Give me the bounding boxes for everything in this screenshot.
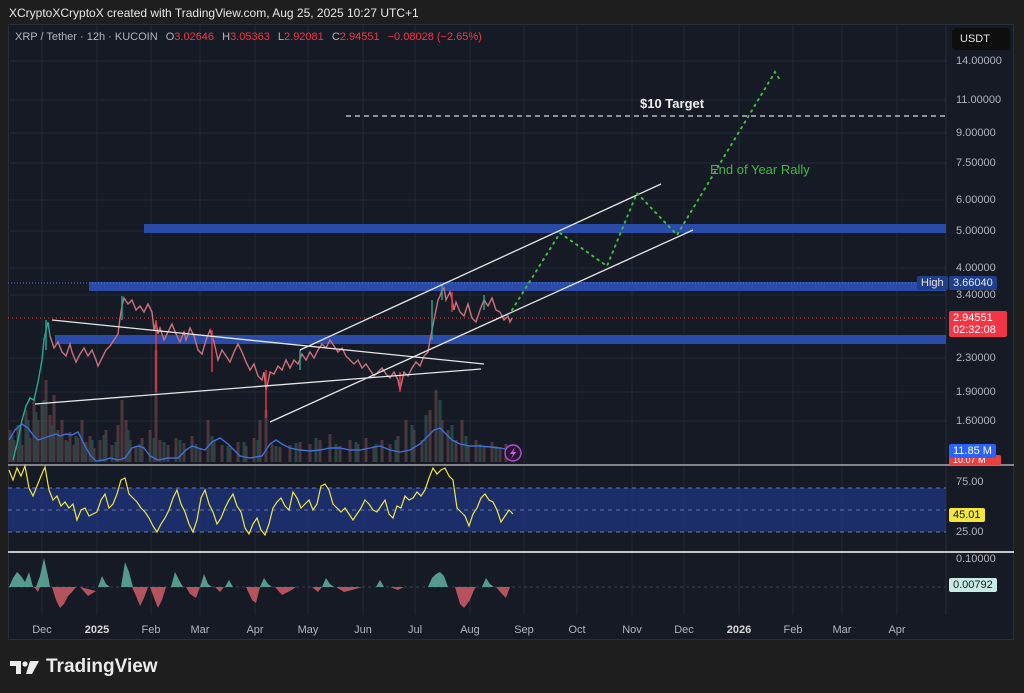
close-value: 2.94551: [339, 31, 380, 43]
time-axis-label: 2025: [84, 624, 110, 636]
volume-value-tag: 11.85 M: [949, 444, 996, 458]
time-axis-label: Sep: [514, 624, 534, 636]
projection-path: [511, 70, 781, 311]
symbol-label: XRP / Tether · 12h · KUCOIN: [15, 31, 158, 43]
high-label-tag: High: [917, 276, 948, 290]
price-tick: 4.00000: [956, 262, 996, 274]
macd-value-tag: 0.00792: [949, 578, 997, 592]
support-zone: [55, 335, 946, 344]
price-tick: 3.40000: [956, 289, 996, 301]
time-axis-label: Jun: [354, 624, 372, 636]
price-candles: [12, 285, 513, 461]
price-tick: 7.50000: [956, 157, 996, 169]
open-value: 3.02646: [174, 31, 215, 43]
time-axis-label: Feb: [783, 624, 803, 636]
price-tick: 1.90000: [956, 386, 996, 398]
rsi-value-tag: 45.01: [949, 508, 985, 522]
lightning-icon[interactable]: [504, 444, 522, 462]
macd-tick: 0.10000: [956, 553, 996, 565]
volume-ma-tag: 10.07 M: [949, 455, 1001, 465]
macd-histogram: [9, 558, 510, 608]
price-tick: 1.60000: [956, 415, 996, 427]
target-annotation: $10 Target: [640, 96, 705, 111]
tradingview-logo: TradingView: [10, 656, 158, 678]
rsi-band: [8, 488, 946, 532]
resistance-zone-5: [144, 224, 946, 233]
tradingview-logo-text: TradingView: [46, 656, 158, 677]
tradingview-logo-icon: [10, 661, 39, 674]
time-axis-label: 2026: [726, 624, 752, 636]
rsi-tick: 25.00: [956, 526, 984, 538]
volume-ma-line: [8, 423, 506, 462]
low-value: 2.92081: [284, 31, 324, 43]
time-axis-label: Feb: [141, 624, 161, 636]
trendlines: [34, 183, 694, 423]
ohlc-legend: XRP / Tether · 12h · KUCOIN O3.02646 H3.…: [15, 31, 482, 43]
price-tick: 2.30000: [956, 352, 996, 364]
time-axis-label: Apr: [246, 624, 264, 636]
rsi-tick: 75.00: [956, 476, 984, 488]
rally-annotation: End of Year Rally: [710, 162, 810, 177]
high-value: 3.05363: [230, 31, 270, 43]
rsi-line: [8, 463, 514, 537]
price-tick: 5.00000: [956, 225, 996, 237]
high-value-tag: 3.66040: [949, 276, 997, 290]
price-tick: 9.00000: [956, 127, 996, 139]
chart-credit: XCryptoXCryptoX created with TradingView…: [9, 6, 419, 20]
price-tick: 14.00000: [956, 55, 1002, 67]
time-axis-label: Mar: [190, 624, 210, 636]
bar-countdown: 02:32:08: [953, 324, 996, 336]
last-price-tag: 2.94551 02:32:08: [949, 311, 1007, 337]
time-axis-label: Mar: [832, 624, 852, 636]
price-tick: 6.00000: [956, 194, 996, 206]
currency-unit-button[interactable]: USDT: [952, 28, 1010, 50]
time-axis-label: Dec: [32, 624, 52, 636]
high-zone: [89, 282, 946, 291]
time-axis-label: Dec: [674, 624, 694, 636]
time-axis-label: Jul: [407, 624, 423, 636]
last-price-value: 2.94551: [953, 312, 993, 324]
time-axis-label: Aug: [460, 624, 480, 636]
price-tick: 11.00000: [956, 94, 1002, 106]
volume-bars: [8, 350, 508, 462]
change-value: −0.08028 (−2.65%): [387, 31, 482, 43]
time-axis-label: Nov: [622, 624, 642, 636]
time-axis-label: May: [297, 624, 319, 636]
time-axis-label: Oct: [568, 624, 586, 636]
time-axis-label: Apr: [888, 624, 906, 636]
